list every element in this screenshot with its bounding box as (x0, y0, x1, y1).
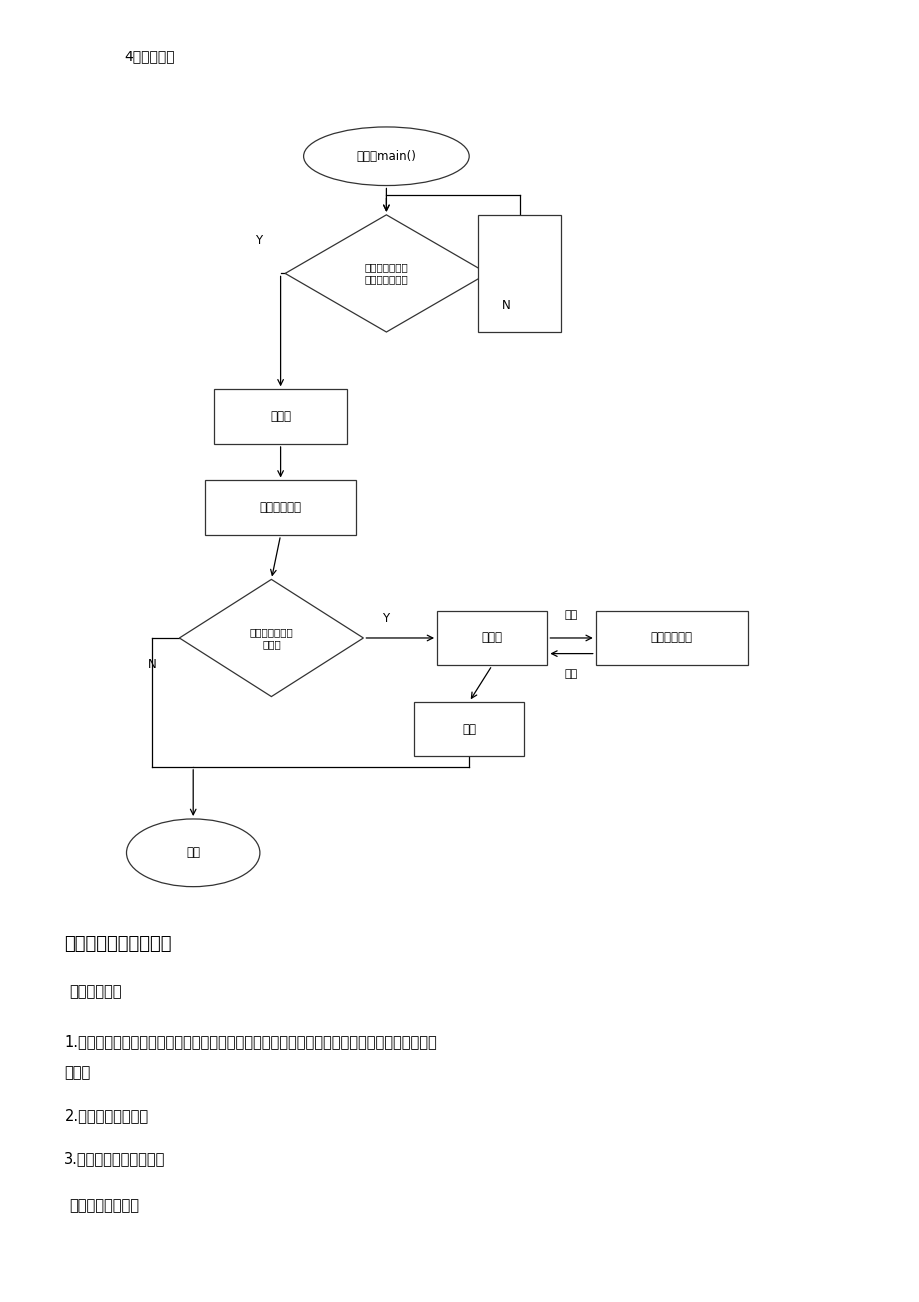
Text: 3.准备好多组测试数据。: 3.准备好多组测试数据。 (64, 1151, 165, 1167)
Text: 序例。: 序例。 (64, 1065, 91, 1081)
Polygon shape (179, 579, 363, 697)
Text: 4、模块结构: 4、模块结构 (124, 49, 175, 62)
Text: N: N (147, 658, 156, 671)
Text: 扫描一个字符: 扫描一个字符 (650, 631, 692, 644)
Bar (204, 480, 356, 535)
Text: 输入文件名，判
断能否打开文件: 输入文件名，判 断能否打开文件 (364, 263, 408, 284)
Text: 结束: 结束 (186, 846, 200, 859)
Ellipse shape (127, 819, 260, 887)
Text: Y: Y (381, 612, 389, 625)
Text: N: N (501, 299, 510, 312)
Ellipse shape (303, 126, 469, 186)
Text: 调用: 调用 (564, 609, 577, 620)
Text: 取单词: 取单词 (482, 631, 502, 644)
Bar (414, 702, 524, 756)
Bar (478, 215, 561, 332)
Text: （二）上课上机：: （二）上课上机： (69, 1198, 139, 1213)
Text: 输出: 输出 (461, 723, 476, 736)
Polygon shape (285, 215, 487, 332)
Bar (213, 389, 346, 444)
Text: 缓冲区中是否还
有字符: 缓冲区中是否还 有字符 (249, 628, 293, 648)
Text: 1.阅读课本有关章节，明确语言的语法，写出基本保留字、标识符、常数、运算符、分隔符和程: 1.阅读课本有关章节，明确语言的语法，写出基本保留字、标识符、常数、运算符、分隔… (64, 1034, 437, 1049)
Text: 三、实验过程和指导：: 三、实验过程和指导： (64, 935, 172, 953)
Text: 缓冲区: 缓冲区 (270, 410, 290, 423)
Text: 返回: 返回 (564, 669, 577, 680)
Text: （一）准备：: （一）准备： (69, 984, 121, 1000)
Bar (437, 611, 547, 665)
Bar (596, 611, 747, 665)
Text: 主函数main(): 主函数main() (356, 150, 416, 163)
Text: 扫描一个字符: 扫描一个字符 (259, 501, 301, 514)
Text: Y: Y (255, 234, 262, 247)
Text: 2.初步编制好程序。: 2.初步编制好程序。 (64, 1108, 148, 1124)
